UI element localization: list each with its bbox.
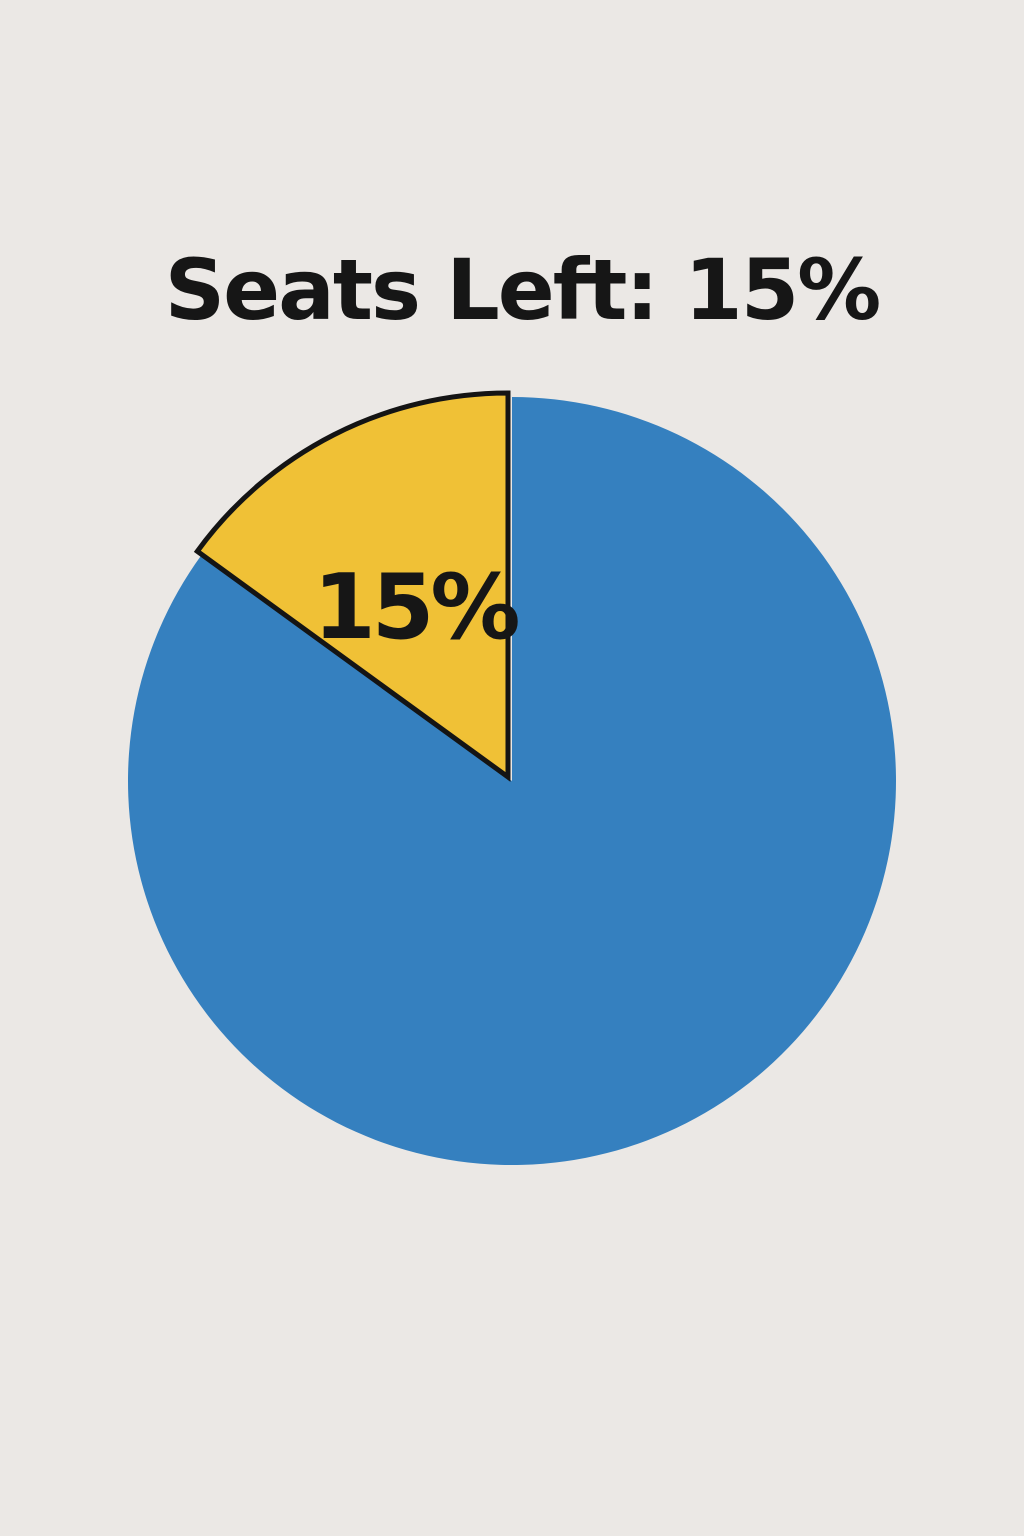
pie-slice-main (128, 397, 897, 1165)
chart-title: Seats Left: 15% (164, 241, 882, 339)
pie-slice-highlight (193, 390, 511, 782)
pie-slice-label: 15% (313, 555, 518, 660)
